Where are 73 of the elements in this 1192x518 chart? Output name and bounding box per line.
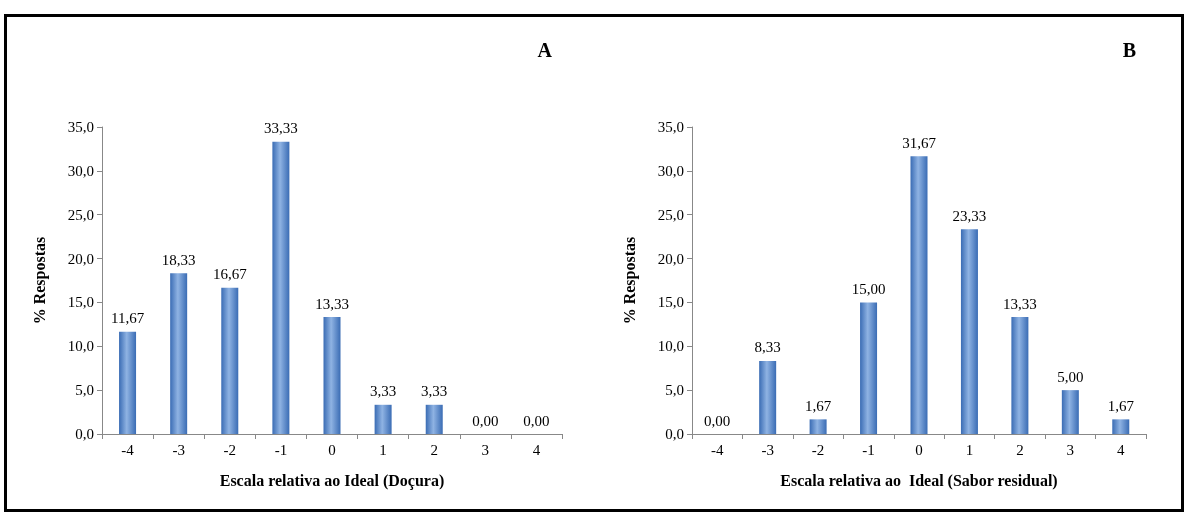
bar	[170, 273, 188, 434]
data-label: 33,33	[264, 120, 298, 137]
bar	[119, 331, 137, 434]
data-label: 1,67	[804, 397, 832, 414]
bar	[221, 287, 239, 434]
y-tick-label: 10,0	[67, 338, 94, 355]
x-tick-label: 2	[1016, 441, 1024, 458]
bar	[425, 404, 443, 434]
data-label: 18,33	[161, 251, 196, 268]
data-label: 1,67	[1107, 397, 1135, 414]
bar	[809, 419, 827, 434]
y-tick-label: 20,0	[67, 250, 94, 267]
y-axis-title: % Respostas	[620, 236, 639, 325]
bar	[860, 302, 878, 434]
y-tick-label: 30,0	[67, 162, 94, 179]
x-tick-label: -3	[172, 441, 185, 458]
data-label: 16,67	[212, 266, 248, 283]
y-axis-title: % Respostas	[30, 236, 49, 325]
x-tick-label: -1	[274, 441, 288, 458]
data-label: 0,00	[704, 412, 731, 429]
data-label: 11,67	[110, 310, 145, 327]
x-tick-label: -1	[862, 441, 875, 458]
y-tick-label: 10,0	[657, 338, 684, 355]
x-tick-label: 1	[965, 441, 974, 458]
bar	[960, 229, 978, 434]
data-label: 3,33	[421, 383, 448, 400]
data-label: 13,33	[1003, 295, 1037, 312]
x-tick-label: 3	[1066, 441, 1075, 458]
x-tick-label: 3	[481, 441, 490, 458]
bar	[1061, 390, 1079, 434]
data-label: 5,00	[1057, 368, 1084, 385]
data-label: 15,00	[851, 280, 886, 297]
y-tick-label: 15,0	[657, 294, 684, 311]
x-tick-label: 1	[379, 441, 387, 458]
chart-title: B	[1122, 39, 1136, 61]
bar	[374, 404, 392, 434]
bar	[1112, 419, 1130, 434]
data-label: 3,33	[369, 383, 397, 400]
y-tick-label: 15,0	[67, 294, 94, 311]
x-tick-label: 4	[1117, 441, 1126, 458]
y-tick-label: 30,0	[657, 162, 684, 179]
x-tick-label: 0	[915, 441, 923, 458]
x-tick-label: -4	[710, 441, 724, 458]
data-label: 31,67	[902, 134, 937, 151]
y-tick-label: 20,0	[657, 250, 684, 267]
x-tick-label: -3	[761, 441, 774, 458]
data-label: 13,33	[315, 295, 349, 312]
y-tick-label: 25,0	[67, 206, 94, 223]
bar	[759, 360, 777, 434]
bar	[910, 156, 928, 434]
y-tick-label: 0,0	[665, 426, 684, 442]
x-tick-label: -2	[811, 441, 825, 458]
y-tick-label: 35,0	[67, 119, 94, 135]
bar	[272, 141, 290, 434]
bar	[1011, 317, 1029, 434]
y-tick-label: 35,0	[657, 119, 684, 135]
bar	[323, 317, 341, 434]
y-tick-label: 0,0	[75, 426, 94, 442]
y-tick-label: 5,0	[75, 382, 94, 399]
x-tick-label: 0	[328, 441, 336, 458]
x-axis-title: Escala relativa ao Ideal (Doçura)	[219, 471, 445, 490]
x-axis-title: Escala relativa ao Ideal (Sabor residual)	[780, 471, 1058, 490]
x-tick-label: 4	[532, 441, 541, 458]
data-label: 0,00	[523, 412, 550, 429]
chart-title: A	[537, 39, 553, 61]
data-label: 23,33	[952, 207, 987, 224]
y-tick-label: 5,0	[665, 382, 684, 399]
y-tick-label: 25,0	[657, 206, 684, 223]
data-label: 8,33	[754, 339, 781, 356]
x-tick-label: -4	[121, 441, 135, 458]
x-tick-label: 2	[430, 441, 438, 458]
data-label: 0,00	[472, 412, 499, 429]
x-tick-label: -2	[223, 441, 237, 458]
